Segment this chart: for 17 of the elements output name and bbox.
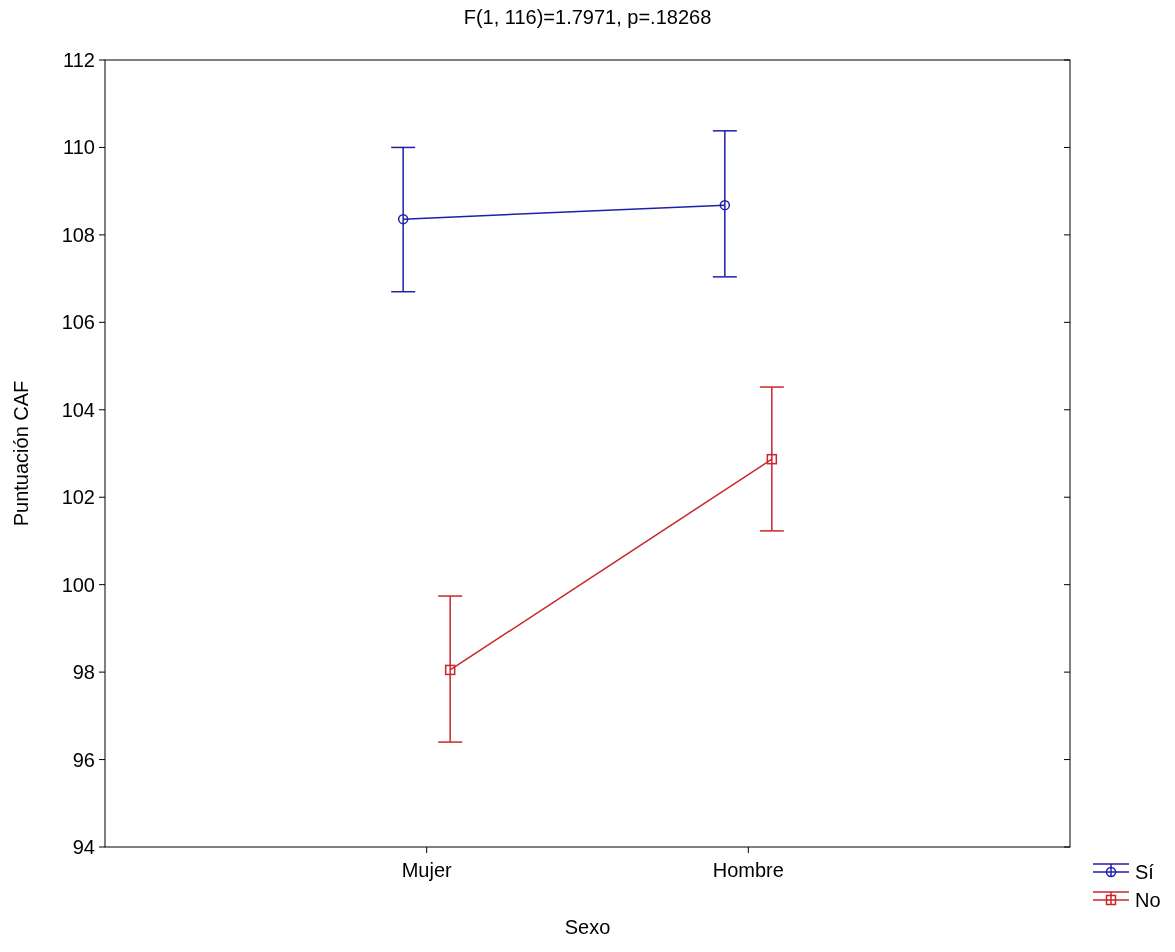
x-tick-label: Hombre xyxy=(712,859,784,881)
y-tick-label: 100 xyxy=(61,573,95,596)
y-axis-title: Puntuación CAF xyxy=(10,380,32,527)
y-tick-label: 94 xyxy=(72,836,95,858)
y-tick-label: 112 xyxy=(63,49,95,71)
legend-label: Sí xyxy=(1135,861,1155,883)
y-tick-label: 106 xyxy=(61,311,95,334)
y-tick-label: 102 xyxy=(61,486,95,509)
y-tick-label: 98 xyxy=(72,661,95,684)
x-axis-title: Sexo xyxy=(564,916,611,938)
chart-title: F(1, 116)=1.7971, p=.18268 xyxy=(463,6,712,28)
x-tick-label: Mujer xyxy=(401,859,453,881)
y-tick-label: 110 xyxy=(63,136,95,159)
y-tick-label: 104 xyxy=(61,398,95,421)
y-tick-label: 96 xyxy=(72,748,95,771)
legend-label: No xyxy=(1135,889,1161,911)
y-tick-label: 108 xyxy=(61,223,95,246)
